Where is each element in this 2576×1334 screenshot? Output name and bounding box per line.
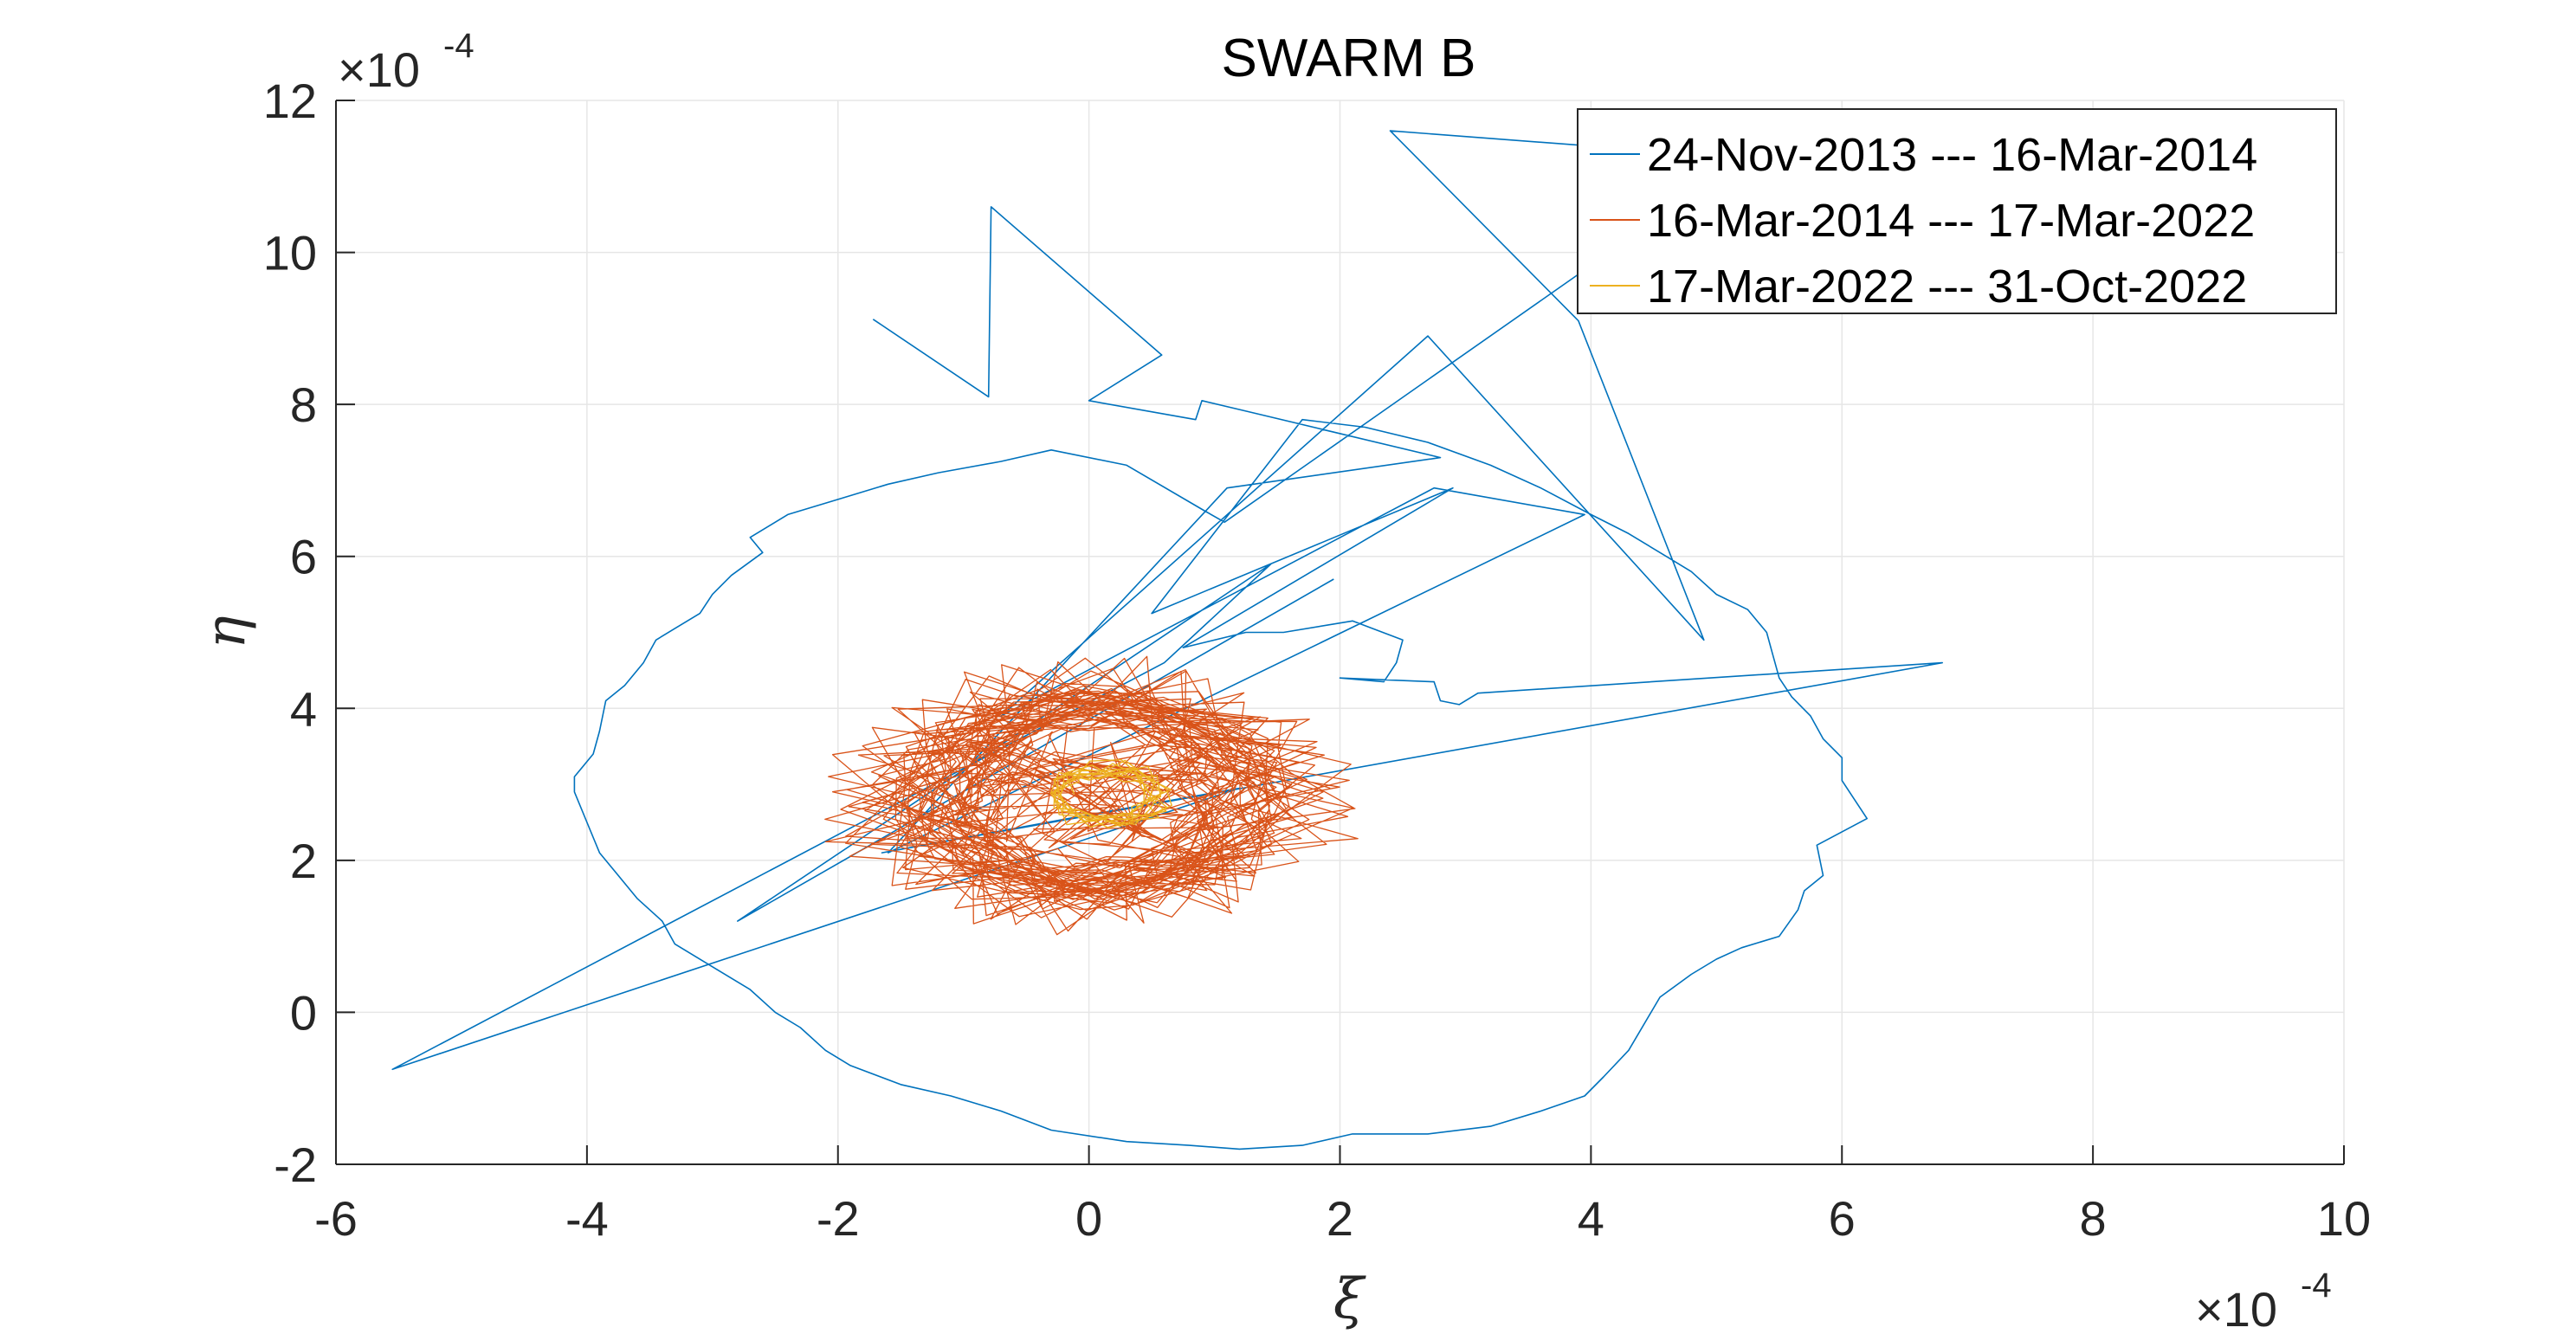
y-tick-label: 0 — [290, 985, 317, 1040]
x-tick-label: 8 — [2080, 1191, 2107, 1246]
legend-box — [1577, 108, 2337, 314]
y-tick-label: -2 — [274, 1137, 317, 1192]
x-exponent-base: ×10 — [2195, 1282, 2277, 1334]
series-line-1 — [391, 130, 1943, 1150]
y-tick-label: 10 — [263, 226, 317, 280]
y-tick-label: 6 — [290, 530, 317, 584]
legend-entry-3: 17-Mar-2022 --- 31-Oct-2022 — [1647, 261, 2247, 313]
x-tick-label: -6 — [314, 1191, 358, 1246]
y-axis-label: η — [194, 615, 258, 648]
x-axis-ticks: -6 -4 -2 0 2 4 6 8 10 — [314, 1145, 2371, 1246]
legend: 24-Nov-2013 --- 16-Mar-2014 16-Mar-2014 -… — [1577, 108, 2337, 314]
y-tick-label: 8 — [290, 377, 317, 432]
x-tick-label: 10 — [2317, 1191, 2371, 1246]
y-axis-ticks: -2 0 2 4 6 8 10 12 — [263, 74, 355, 1192]
x-axis-label: ξ — [1333, 1267, 1366, 1331]
legend-entry-1: 24-Nov-2013 --- 16-Mar-2014 — [1647, 129, 2257, 181]
x-exponent-power: -4 — [2301, 1266, 2332, 1305]
x-tick-label: 4 — [1578, 1191, 1604, 1246]
x-tick-label: 6 — [1829, 1191, 1856, 1246]
y-tick-label: 4 — [290, 681, 317, 736]
y-exponent-power: -4 — [443, 27, 475, 65]
plot-area — [391, 130, 1943, 1150]
x-tick-label: -4 — [565, 1191, 609, 1246]
legend-entry-2: 16-Mar-2014 --- 17-Mar-2022 — [1647, 195, 2255, 247]
x-axis-exponent: ×10 -4 — [2195, 1266, 2332, 1334]
x-tick-label: -2 — [817, 1191, 860, 1246]
series-layer — [391, 130, 1943, 1150]
y-exponent-base: ×10 — [338, 42, 420, 97]
y-axis-exponent: ×10 -4 — [338, 27, 475, 97]
y-tick-label: 12 — [263, 74, 317, 128]
x-tick-label: 0 — [1075, 1191, 1102, 1246]
series-line-3 — [1049, 759, 1172, 829]
chart-title: SWARM B — [1222, 29, 1476, 88]
x-tick-label: 2 — [1327, 1191, 1353, 1246]
y-tick-label: 2 — [290, 834, 317, 888]
series-line-2 — [824, 655, 1359, 936]
